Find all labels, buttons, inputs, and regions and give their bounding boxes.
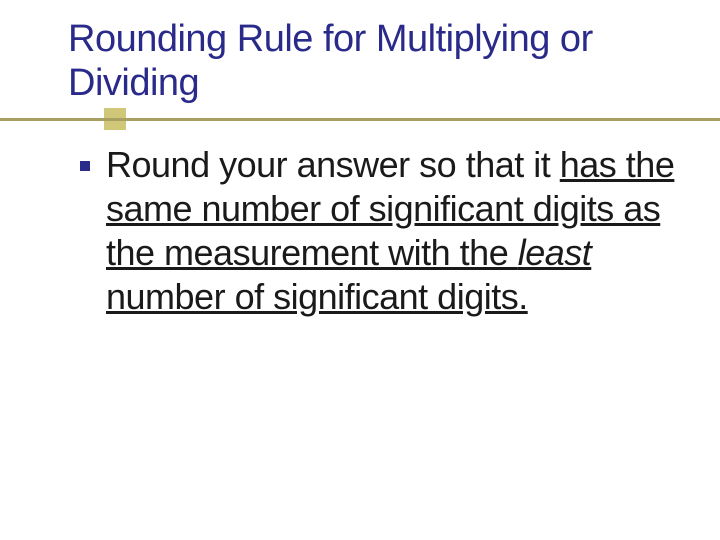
title-underline bbox=[0, 118, 720, 121]
body-italic: least bbox=[518, 232, 592, 273]
bullet-item: Round your answer so that it has the sam… bbox=[106, 143, 680, 319]
body-area: Round your answer so that it has the sam… bbox=[68, 143, 680, 319]
body-prefix: Round your answer so that it bbox=[106, 144, 560, 185]
title-area: Rounding Rule for Multiplying or Dividin… bbox=[68, 18, 680, 105]
slide-title: Rounding Rule for Multiplying or Dividin… bbox=[68, 18, 680, 105]
body-text: Round your answer so that it has the sam… bbox=[106, 143, 680, 319]
body-underlined-2: number of significant digits. bbox=[106, 276, 528, 317]
slide: Rounding Rule for Multiplying or Dividin… bbox=[0, 0, 720, 540]
bullet-icon bbox=[80, 161, 90, 171]
